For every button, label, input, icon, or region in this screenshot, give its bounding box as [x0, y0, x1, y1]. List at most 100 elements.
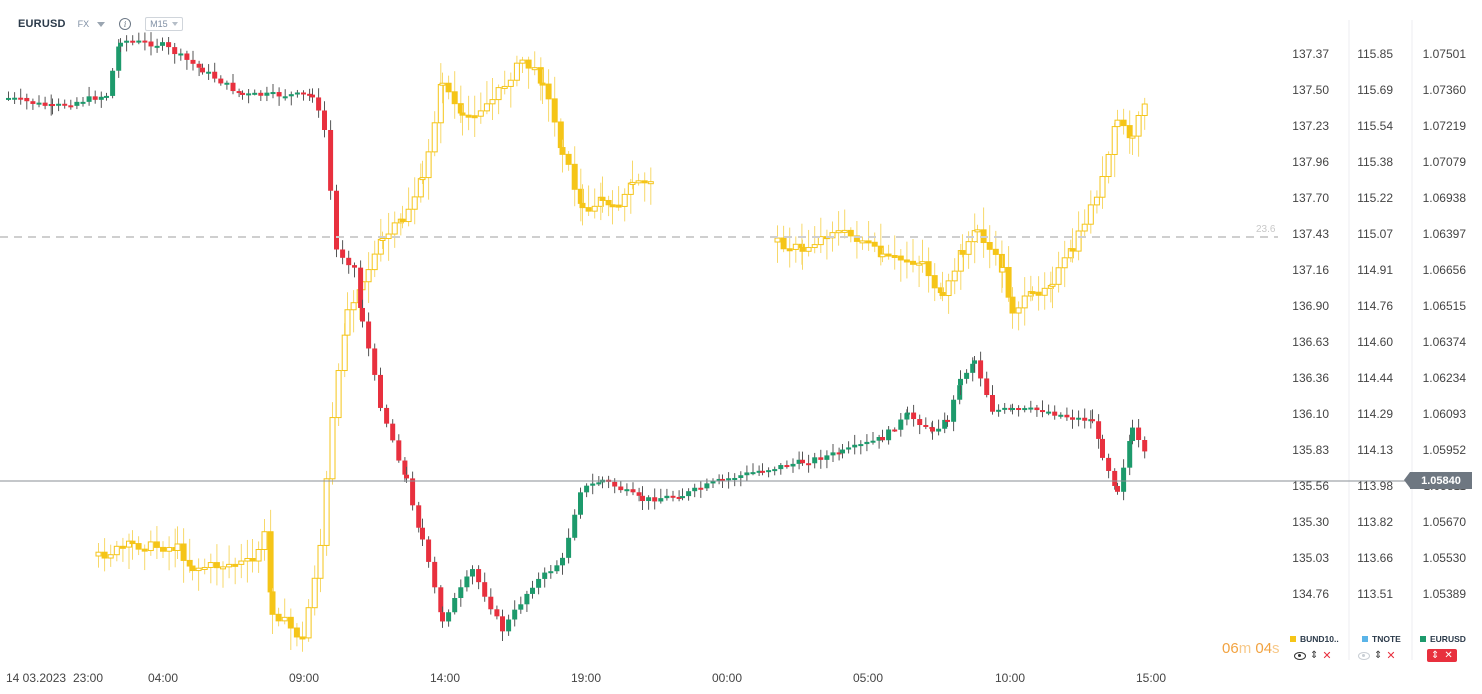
eurusd-candle-down [328, 129, 334, 191]
reorder-arrows-icon[interactable]: ⇕ [1310, 649, 1319, 661]
time-axis-label: 00:00 [712, 671, 742, 685]
eurusd-axis-label: 1.07501 [1423, 47, 1467, 61]
bund-candle-down [959, 250, 966, 255]
eurusd-candle-up [710, 481, 716, 484]
eurusd-candle-up [560, 557, 565, 566]
eurusd-candle-down [676, 496, 682, 499]
eurusd-candle-up [288, 94, 294, 97]
eurusd-candle-down [438, 587, 444, 613]
countdown-seconds-unit: s [1272, 640, 1280, 657]
bund-candle-down [925, 261, 932, 277]
eurusd-candle-down [404, 474, 409, 479]
eurusd-candle-down [670, 495, 676, 498]
symbol-dropdown-caret-icon[interactable] [97, 21, 106, 27]
bund-candle-up [365, 269, 372, 283]
eurusd-axis-label: 1.06515 [1423, 299, 1467, 313]
eurusd-candle-up [756, 470, 762, 473]
bund-axis-label: 137.23 [1292, 119, 1329, 133]
eurusd-candle-down [911, 412, 917, 420]
eurusd-series-controls[interactable]: ⇕ ✕ [1427, 649, 1457, 662]
bund-candle-down [615, 204, 622, 208]
eurusd-candle-down [1090, 419, 1095, 422]
eurusd-candle-down [410, 478, 416, 506]
timeframe-select[interactable]: M15 [145, 17, 183, 31]
eurusd-candle-up [716, 478, 722, 482]
eurusd-candle-down [1040, 410, 1045, 413]
eurusd-candle-up [898, 419, 904, 430]
legend-item-tnote: TNOTE [1362, 634, 1401, 644]
bund-candle-up [147, 541, 154, 552]
bund-candle-up [244, 558, 251, 562]
symbol-name[interactable]: EURUSD [18, 18, 66, 30]
legend-swatch [1290, 636, 1296, 642]
eye-icon[interactable] [1294, 651, 1306, 660]
bund-candle-up [951, 270, 958, 282]
eurusd-candle-down [212, 71, 218, 79]
bund-candle-up [107, 554, 114, 559]
eurusd-candle-down [322, 110, 327, 130]
bund-candle-up [835, 230, 842, 234]
eurusd-candle-up [548, 571, 554, 574]
eurusd-candle-up [646, 497, 652, 502]
bund-candle-down [559, 147, 566, 155]
bund-candle-down [451, 91, 458, 105]
eurusd-candle-up [160, 42, 165, 46]
eurusd-candle-down [172, 47, 178, 55]
eurusd-candle-down [1082, 417, 1088, 421]
tnote-axis-label: 114.76 [1357, 299, 1393, 313]
eurusd-candle-down [1112, 470, 1118, 486]
time-axis-label: 05:00 [853, 671, 883, 685]
legend-label: TNOTE [1372, 634, 1401, 644]
eurusd-candle-down [420, 527, 425, 540]
legend-controls-bund: ⇕ ✕ [1294, 649, 1332, 662]
eurusd-candle-down [636, 492, 642, 496]
bund-candle-down [847, 229, 854, 237]
eurusd-candle-up [524, 593, 530, 605]
eurusd-axis-label: 1.05952 [1423, 443, 1467, 457]
eurusd-candle-down [340, 249, 346, 258]
bund-candle-up [341, 334, 348, 372]
bund-candle-up [95, 551, 102, 557]
bund-candle-up [635, 180, 642, 184]
eurusd-candle-down [630, 489, 636, 493]
reorder-arrows-icon[interactable]: ⇕ [1374, 649, 1383, 661]
eurusd-candle-up [530, 587, 535, 594]
time-axis-label: 15:00 [1136, 671, 1166, 685]
tnote-axis-label: 115.85 [1357, 47, 1393, 61]
bund-candle-up [1075, 230, 1082, 252]
bund-candle-down [213, 562, 220, 569]
close-icon[interactable]: ✕ [1444, 650, 1453, 661]
bund-candle-up [207, 562, 214, 568]
reorder-arrows-icon[interactable]: ⇕ [1431, 650, 1440, 661]
bund-axis-label: 137.16 [1292, 263, 1329, 277]
bund-candle-down [609, 204, 616, 208]
eurusd-axis-label: 1.06656 [1423, 263, 1467, 277]
eurusd-candle-up [104, 95, 109, 98]
eurusd-candle-down [62, 103, 68, 106]
eurusd-candle-up [726, 478, 732, 481]
eurusd-candle-up [252, 92, 258, 95]
eurusd-candle-down [1142, 440, 1148, 452]
bund-axis-label: 136.90 [1292, 299, 1329, 313]
eye-icon[interactable] [1358, 651, 1370, 660]
eurusd-candle-up [264, 92, 270, 96]
close-icon[interactable]: ✕ [1322, 650, 1332, 662]
bund-candle-up [255, 548, 262, 562]
eurusd-candle-down [166, 42, 172, 48]
eurusd-candle-up [796, 459, 802, 464]
info-circle-icon[interactable]: i [119, 18, 132, 30]
eurusd-candle-up [664, 495, 670, 499]
eurusd-candle-up [1002, 407, 1008, 410]
eurusd-candle-down [488, 596, 494, 610]
tnote-price-axis: 115.85 115.69 115.54 115.38 115.22 115.07 114.… [1357, 47, 1393, 601]
bund-candle-down [1009, 296, 1016, 314]
eurusd-candle-up [470, 569, 475, 577]
chart-header: EURUSD FX i M15 [18, 14, 183, 34]
bund-candle-up [774, 237, 781, 243]
bund-candle-up [226, 563, 233, 568]
bund-candle-up [919, 261, 926, 265]
eurusd-candle-down [984, 378, 990, 396]
eurusd-candle-down [760, 470, 765, 473]
close-icon[interactable]: ✕ [1386, 650, 1396, 662]
